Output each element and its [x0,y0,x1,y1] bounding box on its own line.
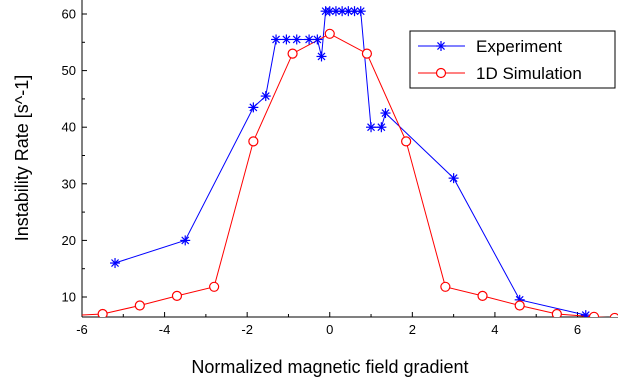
data-point-1d-simulation [40,312,49,321]
y-tick-label: 60 [62,7,76,22]
data-point-1d-simulation [440,281,451,292]
data-point-experiment [316,51,327,62]
data-point-1d-simulation [514,300,525,311]
data-point-1d-simulation [551,308,562,317]
markers-layer [40,6,618,321]
series-line-1d-simulation [82,33,608,317]
legend-box [409,30,616,89]
data-point-1d-simulation [401,136,412,147]
y-tick-label: 30 [62,176,76,191]
data-point-experiment [260,91,271,102]
legend: Experiment 1D Simulation [409,30,616,89]
data-point-experiment [355,6,366,17]
data-point-experiment [366,122,377,133]
data-point-1d-simulation [209,281,220,292]
data-point-experiment [248,102,259,113]
data-point-experiment [271,34,282,45]
x-tick-label: -4 [159,322,171,337]
x-tick-label: 6 [574,322,581,337]
x-axis-title: Normalized magnetic field gradient [191,357,468,377]
y-axis-title: Instability Rate [s^-1] [12,75,32,242]
y-tick-label: 50 [62,63,76,78]
data-point-experiment [380,108,391,119]
data-point-experiment [580,310,591,317]
data-point-1d-simulation [134,300,145,311]
x-tick-label: 0 [326,322,333,337]
y-tick-label: 40 [62,120,76,135]
data-point-experiment [312,34,323,45]
legend-label-1d-simulation: 1D Simulation [476,64,582,83]
legend-label-experiment: Experiment [476,37,562,56]
data-point-1d-simulation [287,48,298,59]
data-point-experiment [281,34,292,45]
x-tick-label: -6 [76,322,88,337]
data-point-experiment [448,173,459,184]
data-point-1d-simulation [97,308,108,317]
y-tick-label: 10 [62,290,76,305]
data-point-1d-simulation [324,28,335,39]
y-tick-label: 20 [62,233,76,248]
axes-layer: -6 -4 -2 0 2 4 6 10 20 30 40 50 60 Normalized magneti… [12,0,618,377]
x-tick-label: -2 [241,322,253,337]
data-point-1d-simulation [588,311,600,317]
data-point-experiment [110,258,121,269]
data-point-experiment [291,34,302,45]
data-point-1d-simulation [248,136,259,147]
legend-marker-1d-simulation [435,67,447,79]
data-point-1d-simulation [171,290,183,301]
data-point-experiment [376,122,387,133]
data-point-experiment [180,235,191,246]
x-tick-label: 2 [409,322,416,337]
data-point-experiment [337,6,348,17]
legend-marker-experiment [436,41,446,51]
data-point-experiment [330,6,341,17]
data-point-experiment [324,6,335,17]
data-point-1d-simulation [361,48,373,59]
data-point-1d-simulation [477,290,488,301]
data-point-1d-simulation [609,312,618,317]
x-tick-label: 4 [491,322,498,337]
